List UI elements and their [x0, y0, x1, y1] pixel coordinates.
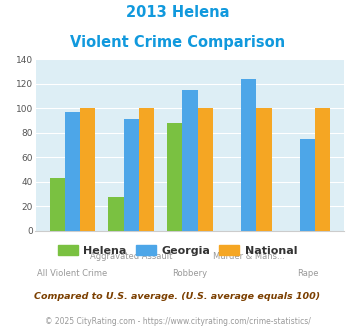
Text: Violent Crime Comparison: Violent Crime Comparison — [70, 35, 285, 50]
Bar — [256, 109, 272, 231]
Text: Robbery: Robbery — [173, 269, 207, 278]
Bar — [80, 109, 95, 231]
Text: Aggravated Assault: Aggravated Assault — [90, 251, 173, 261]
Bar — [139, 109, 154, 231]
Bar — [300, 139, 315, 231]
Bar — [241, 79, 256, 231]
Legend: Helena, Georgia, National: Helena, Georgia, National — [54, 241, 301, 260]
Bar — [108, 197, 124, 231]
Bar — [65, 112, 80, 231]
Text: Compared to U.S. average. (U.S. average equals 100): Compared to U.S. average. (U.S. average … — [34, 292, 321, 301]
Text: 2013 Helena: 2013 Helena — [126, 5, 229, 20]
Bar — [167, 123, 182, 231]
Text: All Violent Crime: All Violent Crime — [37, 269, 108, 278]
Bar — [124, 119, 139, 231]
Bar — [198, 109, 213, 231]
Bar — [315, 109, 330, 231]
Text: © 2025 CityRating.com - https://www.cityrating.com/crime-statistics/: © 2025 CityRating.com - https://www.city… — [45, 317, 310, 326]
Bar — [50, 178, 65, 231]
Text: Rape: Rape — [297, 269, 318, 278]
Bar — [182, 90, 198, 231]
Text: Murder & Mans...: Murder & Mans... — [213, 251, 285, 261]
